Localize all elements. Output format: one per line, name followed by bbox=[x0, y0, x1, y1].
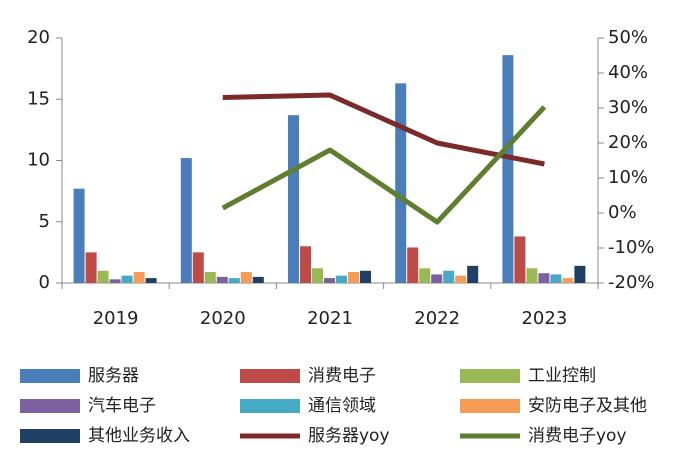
legend-label: 其他业务收入 bbox=[88, 426, 190, 446]
bar bbox=[455, 275, 467, 283]
bar bbox=[574, 265, 586, 283]
legend-swatch bbox=[20, 399, 80, 413]
bar bbox=[180, 158, 192, 283]
bar bbox=[216, 276, 228, 283]
x-tick-label: 2019 bbox=[93, 308, 139, 329]
bar bbox=[467, 265, 479, 283]
bar bbox=[288, 115, 299, 283]
x-tick-label: 2022 bbox=[414, 308, 460, 329]
y2-tick-label: -10% bbox=[608, 237, 655, 258]
legend-swatch bbox=[20, 369, 80, 383]
x-tick-label: 2023 bbox=[521, 308, 567, 329]
bar bbox=[348, 271, 359, 283]
y2-tick-label: 0% bbox=[608, 202, 637, 223]
legend-swatch bbox=[460, 369, 520, 383]
bar bbox=[324, 278, 335, 283]
y2-tick-label: -20% bbox=[608, 272, 655, 293]
y2-tick-label: 50% bbox=[608, 27, 648, 48]
bar bbox=[73, 188, 85, 283]
bar bbox=[419, 268, 431, 283]
bar bbox=[228, 278, 240, 283]
bar bbox=[252, 276, 264, 283]
bar bbox=[240, 271, 252, 283]
bar bbox=[395, 83, 407, 283]
y2-tick-label: 20% bbox=[608, 132, 648, 153]
y-tick-label: 0 bbox=[39, 272, 50, 293]
legend-label: 汽车电子 bbox=[88, 396, 156, 416]
bar bbox=[360, 270, 371, 283]
bar bbox=[145, 278, 157, 283]
legend-label: 服务器 bbox=[88, 366, 139, 386]
legend-label: 工业控制 bbox=[528, 366, 596, 386]
bar bbox=[538, 273, 550, 283]
legend-swatch bbox=[20, 429, 80, 443]
bar bbox=[192, 252, 204, 283]
bar bbox=[312, 268, 323, 283]
x-tick-label: 2020 bbox=[200, 308, 246, 329]
y2-tick-label: 40% bbox=[608, 62, 648, 83]
legend-label: 消费电子 bbox=[308, 366, 376, 386]
legend-label: 消费电子yoy bbox=[528, 426, 627, 446]
bar bbox=[121, 275, 133, 283]
legend-swatch bbox=[240, 399, 300, 413]
bar bbox=[550, 274, 562, 283]
bar bbox=[300, 246, 311, 283]
y-tick-label: 20 bbox=[27, 27, 50, 48]
line bbox=[221, 105, 547, 225]
legend-label: 通信领域 bbox=[308, 396, 376, 416]
bar bbox=[431, 274, 443, 283]
bar bbox=[204, 271, 216, 283]
bar bbox=[97, 270, 109, 283]
y-tick-label: 10 bbox=[27, 150, 50, 171]
bar bbox=[407, 247, 419, 283]
bar bbox=[109, 279, 121, 283]
legend-label: 安防电子及其他 bbox=[528, 396, 647, 416]
legend-swatch bbox=[240, 369, 300, 383]
y-tick-label: 5 bbox=[39, 211, 50, 232]
bar bbox=[443, 270, 455, 283]
bar bbox=[133, 271, 145, 283]
bar bbox=[502, 55, 514, 284]
y-tick-label: 15 bbox=[27, 88, 50, 109]
y2-tick-label: 10% bbox=[608, 167, 648, 188]
legend-label: 服务器yoy bbox=[308, 426, 390, 446]
legend-swatch bbox=[460, 399, 520, 413]
bar bbox=[562, 278, 574, 283]
bar bbox=[514, 236, 526, 283]
y2-tick-label: 30% bbox=[608, 97, 648, 118]
bar bbox=[336, 275, 347, 283]
line bbox=[222, 92, 545, 167]
bar bbox=[85, 252, 97, 283]
bar bbox=[526, 268, 538, 283]
x-tick-label: 2021 bbox=[307, 308, 353, 329]
